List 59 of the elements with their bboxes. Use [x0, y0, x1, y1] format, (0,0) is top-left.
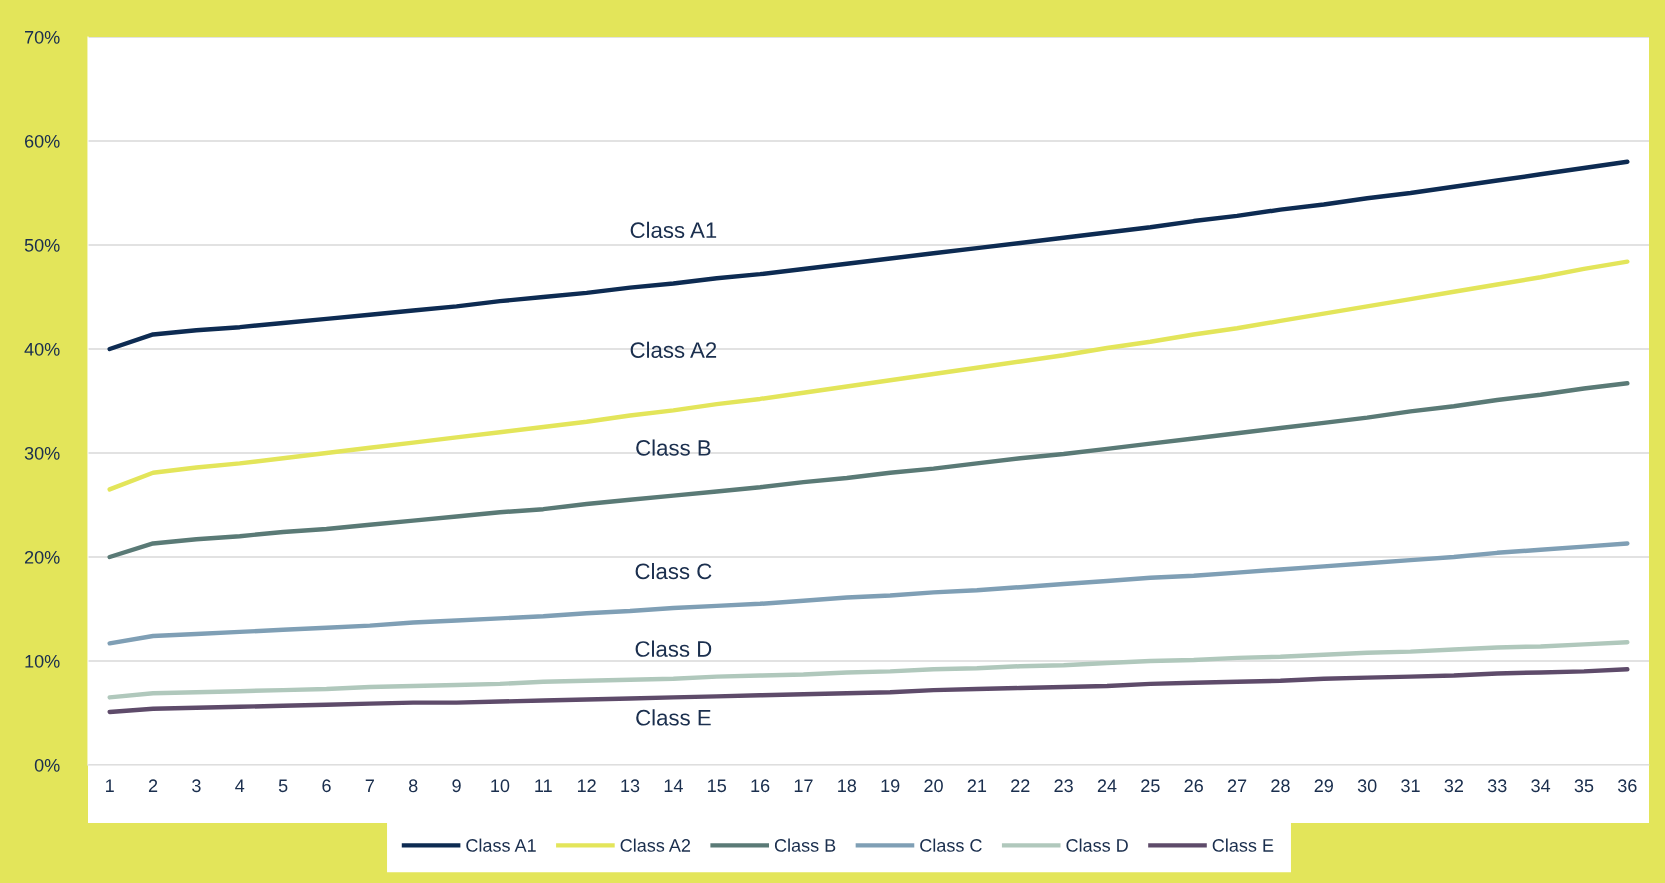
y-tick-label: 0% [34, 758, 60, 772]
x-tick-label: 6 [322, 779, 331, 793]
y-tick-label: 30% [24, 446, 60, 460]
x-tick-label: 1 [106, 779, 114, 792]
legend-label: Class E [1212, 838, 1274, 852]
x-tick-label: 19 [881, 779, 900, 793]
x-tick-label: 9 [452, 779, 461, 793]
x-tick-label: 27 [1227, 779, 1247, 792]
x-tick-label: 4 [235, 779, 245, 792]
line-series [107, 381, 1630, 560]
x-tick-label: 28 [1271, 779, 1290, 793]
x-tick-label: 29 [1314, 779, 1333, 793]
y-tick-label: 60% [25, 134, 60, 148]
legend-label: Class A1 [466, 838, 536, 852]
x-tick-label: 3 [192, 779, 201, 793]
x-tick-label: 5 [278, 779, 288, 793]
legend-label: Class A2 [620, 838, 691, 852]
x-tick-label: 30 [1357, 779, 1377, 793]
x-tick-label: 20 [924, 779, 943, 793]
x-tick-label: 35 [1574, 779, 1594, 793]
x-tick-label: 12 [577, 779, 596, 792]
y-tick-label: 70% [25, 30, 60, 44]
legend-label: Class D [1066, 838, 1128, 852]
y-tick-label: 20% [24, 550, 60, 564]
x-tick-label: 22 [1011, 779, 1030, 792]
x-tick-label: 2 [148, 779, 158, 792]
x-tick-label: 17 [794, 779, 813, 792]
annotation: Class E [636, 709, 711, 726]
x-tick-label: 11 [535, 779, 552, 792]
annotation: Class B [636, 439, 711, 456]
y-tick-label: 50% [24, 238, 60, 252]
x-tick-label: 32 [1444, 779, 1464, 793]
x-tick-label: 10 [491, 779, 510, 793]
x-tick-label: 36 [1617, 779, 1637, 793]
x-tick-label: 34 [1531, 779, 1551, 793]
annotation: Class A1 [630, 221, 717, 239]
x-tick-label: 26 [1184, 779, 1203, 793]
x-tick-label: 24 [1097, 779, 1117, 792]
x-tick-label: 33 [1487, 779, 1507, 793]
x-tick-label: 8 [408, 779, 418, 793]
x-tick-label: 16 [751, 779, 770, 793]
x-tick-label: 31 [1401, 779, 1420, 793]
x-tick-label: 7 [365, 779, 374, 792]
annotation: Class C [635, 562, 712, 580]
annotation: Class D [635, 640, 712, 657]
x-tick-label: 25 [1141, 779, 1160, 793]
legend-label: Class B [774, 838, 836, 852]
x-tick-label: 18 [838, 779, 857, 793]
line-series [107, 259, 1630, 492]
x-tick-label: 21 [967, 779, 987, 792]
line-series [107, 640, 1630, 700]
annotation: Class A2 [630, 341, 717, 358]
y-tick-label: 40% [24, 342, 60, 356]
legend-label: Class C [920, 838, 982, 852]
x-tick-label: 14 [664, 779, 683, 792]
x-tick-label: 15 [708, 779, 727, 793]
x-tick-label: 23 [1054, 779, 1073, 793]
y-tick-label: 10% [25, 654, 60, 668]
x-tick-label: 13 [621, 779, 640, 793]
